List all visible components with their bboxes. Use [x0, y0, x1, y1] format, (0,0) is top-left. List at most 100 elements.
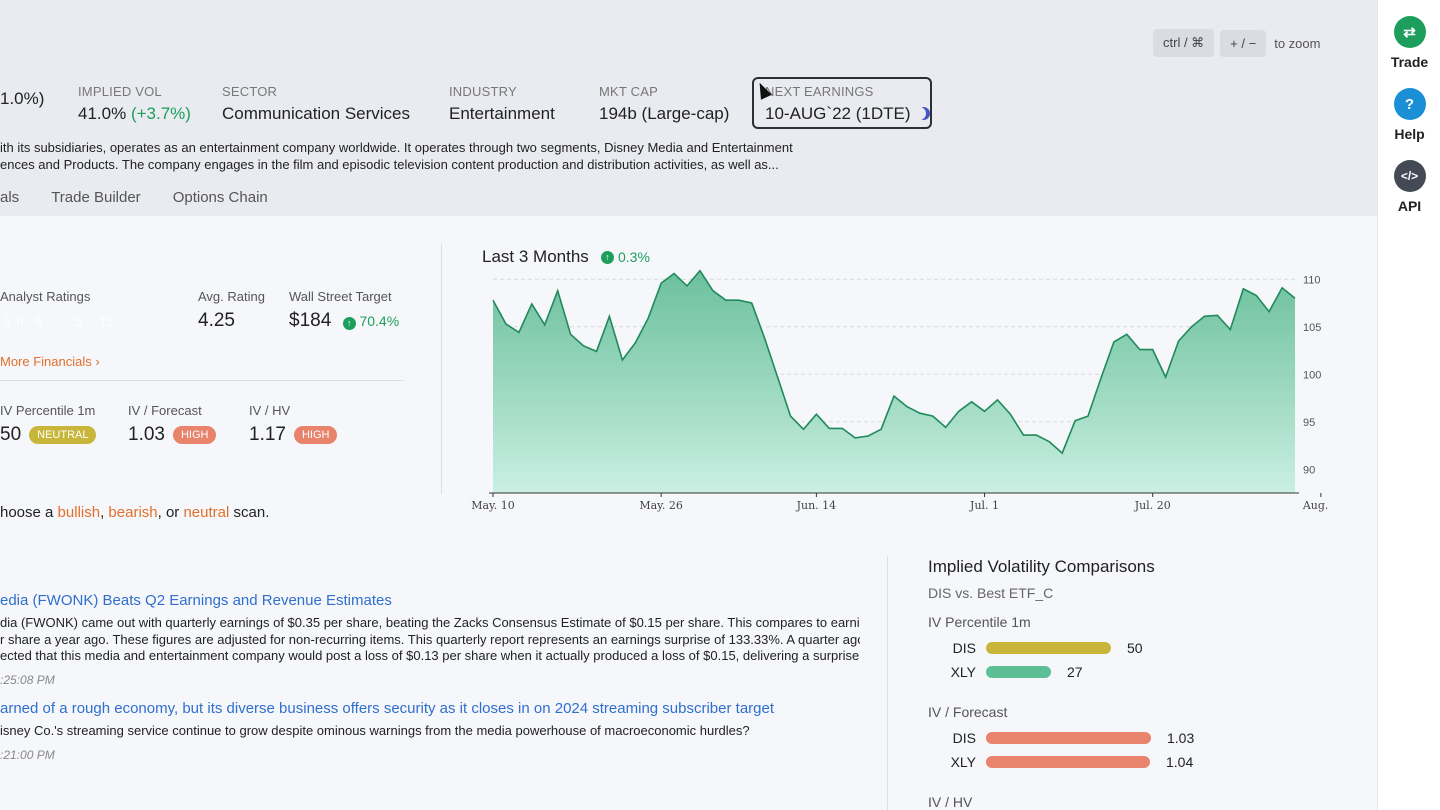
stat-industry: INDUSTRY Entertainment	[449, 84, 555, 124]
stat-next-earnings-label: NEXT EARNINGS	[765, 84, 874, 99]
moon-icon	[917, 107, 930, 120]
ivc-section-label: IV Percentile 1m	[928, 614, 1031, 630]
analyst-ratings-label: Analyst Ratings	[0, 289, 91, 304]
high-badge: HIGH	[172, 425, 217, 444]
iv-percentile: IV Percentile 1m 50 NEUTRAL	[0, 403, 97, 446]
chart-title: Last 3 Months	[482, 247, 589, 266]
neutral-scan-link[interactable]: neutral	[183, 504, 230, 521]
wall-street-target: Wall Street Target $184 ↑ 70.4%	[289, 289, 399, 332]
more-financials-link[interactable]: More Financials ›	[0, 354, 100, 369]
stat-sector: SECTOR Communication Services	[222, 84, 410, 124]
iv-percentile-label: IV Percentile 1m	[0, 403, 96, 418]
api-label: API	[1397, 198, 1422, 214]
rating-segment-buy: 5	[75, 315, 82, 329]
ivc-value: 27	[1067, 664, 1083, 680]
tab-options-chain[interactable]: Options Chain	[172, 189, 268, 206]
stat-mkt-cap-label: MKT CAP	[599, 84, 658, 99]
wall-street-target-value: $184	[289, 310, 332, 331]
stat-implied-vol: IMPLIED VOL 41.0% (+3.7%)	[78, 84, 191, 124]
help-label: Help	[1394, 126, 1425, 142]
iv-comparisons-header: Implied Volatility Comparisons DIS vs. B…	[928, 557, 1155, 601]
right-sidebar: ⇄ Trade ? Help </> API	[1377, 0, 1440, 810]
stat-industry-value: Entertainment	[449, 104, 555, 123]
ivc-value: 1.04	[1166, 754, 1194, 770]
iv-percentile-value: 50	[0, 424, 22, 445]
stat-industry-label: INDUSTRY	[449, 84, 517, 99]
api-button[interactable]: </> API	[1378, 160, 1440, 214]
stat-price-change-value: 1.0%)	[0, 89, 45, 108]
stat-implied-vol-label: IMPLIED VOL	[78, 84, 162, 99]
wall-street-target-change: 70.4%	[359, 313, 400, 329]
stat-next-earnings[interactable]: NEXT EARNINGS 10-AUG`22 (1DTE)	[765, 84, 928, 124]
swap-icon: ⇄	[1393, 16, 1426, 48]
avg-rating-label: Avg. Rating	[198, 289, 265, 304]
chart-x-tick-label: Jul. 20	[1134, 499, 1171, 512]
tab-financials[interactable]: als	[0, 189, 20, 206]
ivc-bar	[986, 642, 1111, 654]
news-timestamp: :25:08 PM	[0, 672, 55, 687]
news-body: dia (FWONK) came out with quarterly earn…	[0, 615, 860, 663]
ivc-row: XLY 27	[928, 664, 1083, 680]
price-chart[interactable]: 110 105 100 95 90 May. 10 May. 26 Jun. 14 Jul. 1…	[470, 265, 1330, 520]
description-line-1: ith its subsidiaries, operates as an ent…	[0, 140, 793, 155]
code-icon: </>	[1393, 160, 1426, 192]
analyst-ratings: Analyst Ratings	[0, 289, 90, 304]
chart-y-tick-label: 90	[1303, 464, 1315, 476]
scan-prompt: hoose a bullish, bearish, or neutral sca…	[0, 504, 270, 521]
divider	[887, 556, 888, 810]
stat-sector-value: Communication Services	[222, 104, 411, 123]
news-body: isney Co.'s streaming service continue t…	[0, 723, 750, 738]
chart-y-tick-label: 100	[1303, 369, 1321, 381]
avg-rating-value: 4.25	[198, 310, 235, 331]
arrow-up-circle-icon: ↑	[601, 250, 614, 264]
iv-hv: IV / HV 1.17 HIGH	[249, 403, 338, 446]
chart-y-tick-label: 110	[1303, 274, 1321, 286]
header-band	[0, 0, 1377, 216]
news-title-link[interactable]: arned of a rough economy, but its divers…	[0, 700, 775, 717]
ivc-row: DIS 50	[928, 640, 1143, 656]
chart-area-fill	[493, 270, 1295, 493]
help-icon: ?	[1393, 88, 1426, 120]
iv-hv-label: IV / HV	[249, 403, 291, 418]
news-item: arned of a rough economy, but its divers…	[0, 700, 860, 762]
analyst-ratings-bar[interactable]: 0 0 8 5 15	[0, 310, 170, 334]
stat-mkt-cap-value: 194b (Large-cap)	[599, 104, 730, 123]
news-title-link[interactable]: edia (FWONK) Beats Q2 Earnings and Reven…	[0, 592, 392, 609]
chart-x-tick-label: May. 26	[639, 499, 683, 512]
stat-implied-vol-change: (+3.7%)	[130, 104, 191, 123]
ivc-row: XLY 1.04	[928, 754, 1194, 770]
ivc-ticker: DIS	[952, 640, 976, 656]
next-earnings-box[interactable]	[752, 77, 932, 129]
bullish-scan-link[interactable]: bullish	[57, 504, 101, 521]
ivc-value: 50	[1127, 640, 1143, 656]
chart-x-tick-label: Aug. 5	[1302, 499, 1330, 512]
stat-price-change: 1.0%)	[0, 84, 44, 109]
ivc-bar	[986, 666, 1051, 678]
chart-y-tick-label: 95	[1303, 417, 1315, 429]
wall-street-target-label: Wall Street Target	[289, 289, 392, 304]
iv-forecast: IV / Forecast 1.03 HIGH	[128, 403, 217, 446]
help-button[interactable]: ? Help	[1378, 88, 1440, 142]
company-description: ith its subsidiaries, operates as an ent…	[0, 139, 800, 173]
iv-forecast-value: 1.03	[128, 424, 165, 445]
news-timestamp: :21:00 PM	[0, 747, 55, 762]
divider	[0, 380, 404, 381]
chart-change-value: 0.3%	[618, 249, 650, 265]
neutral-badge: NEUTRAL	[29, 425, 97, 444]
iv-hv-value: 1.17	[249, 424, 286, 445]
ivc-ticker: XLY	[950, 754, 976, 770]
arrow-up-circle-icon: ↑	[342, 317, 356, 330]
tab-trade-builder[interactable]: Trade Builder	[51, 189, 141, 206]
zoom-hint: ctrl / ⌘ + / − to zoom	[1153, 29, 1320, 57]
bearish-scan-link[interactable]: bearish	[108, 504, 158, 521]
trade-button[interactable]: ⇄ Trade	[1378, 16, 1440, 70]
chart-y-tick-label: 105	[1303, 322, 1321, 334]
tab-bar: als Trade Builder Options Chain	[0, 189, 300, 206]
ivc-row: DIS 1.03	[928, 730, 1195, 746]
chart-change: ↑ 0.3%	[601, 249, 650, 265]
news-item: edia (FWONK) Beats Q2 Earnings and Reven…	[0, 592, 860, 687]
stat-mkt-cap: MKT CAP 194b (Large-cap)	[599, 84, 729, 124]
high-badge: HIGH	[293, 425, 338, 444]
rating-segment-strong-sell: 0	[4, 315, 11, 329]
avg-rating: Avg. Rating 4.25	[198, 289, 265, 332]
